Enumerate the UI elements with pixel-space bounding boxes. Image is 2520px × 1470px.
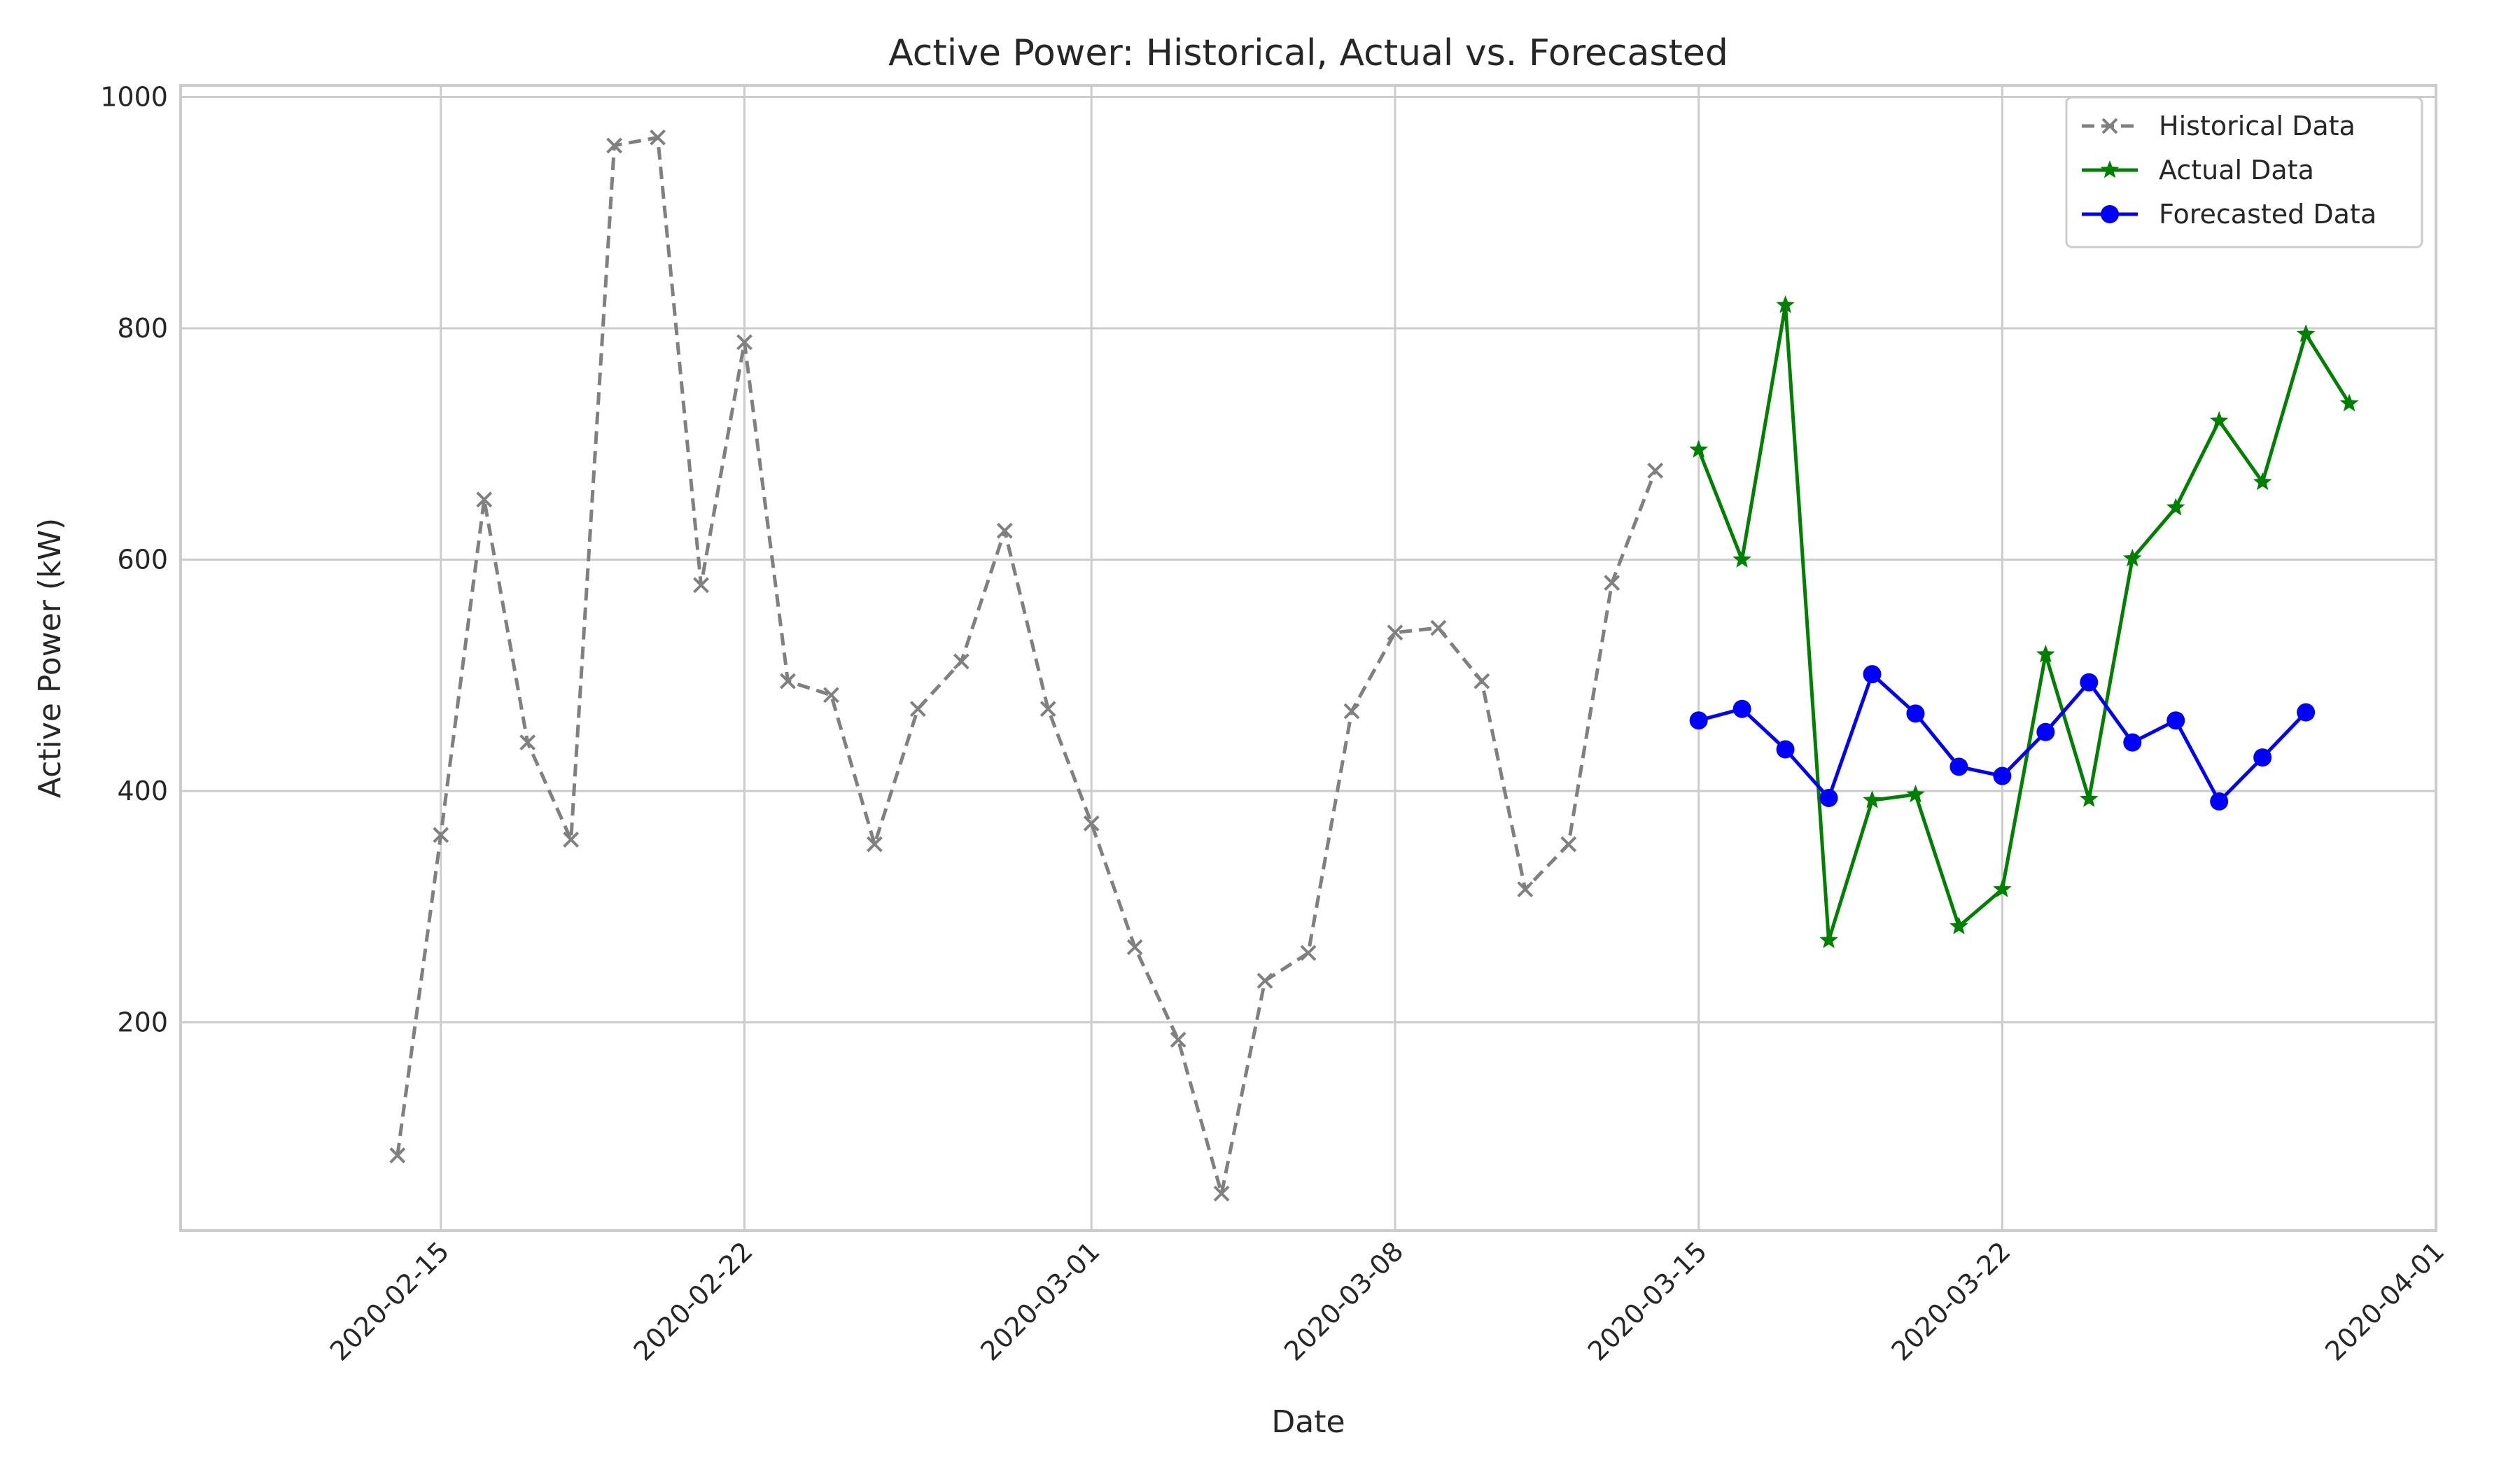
data-point [2123, 548, 2142, 567]
data-point [2297, 703, 2316, 722]
data-point [2123, 733, 2142, 752]
data-point [1993, 766, 2012, 785]
plot-frame [179, 84, 2437, 1232]
data-point [1474, 673, 1490, 690]
data-point [1819, 788, 1838, 807]
data-point [650, 129, 666, 146]
data-point [1560, 836, 1577, 853]
data-point [693, 577, 709, 594]
data-point [2036, 722, 2055, 741]
legend-label: Actual Data [2159, 155, 2314, 186]
legend-item: Historical Data [2082, 111, 2356, 141]
data-point [1126, 939, 1143, 955]
data-point [1732, 550, 1751, 568]
series-actual-data [1689, 295, 2359, 948]
data-point [1732, 699, 1751, 718]
y-tick-label: 1000 [100, 82, 168, 113]
data-point [736, 334, 752, 351]
data-point [866, 836, 883, 853]
data-point [1689, 711, 1708, 730]
y-tick-label: 200 [117, 1007, 168, 1038]
data-point [1776, 740, 1795, 759]
data-point [1256, 972, 1273, 989]
legend-item: Actual Data [2082, 155, 2314, 186]
data-point [823, 687, 839, 704]
y-axis-label: Active Power (kW) [32, 518, 68, 798]
legend-label: Historical Data [2159, 111, 2356, 141]
data-point [476, 491, 493, 508]
data-point [519, 734, 536, 751]
data-point [1387, 624, 1404, 641]
data-point [1906, 704, 1925, 723]
legend: Historical Data Actual Data Forecasted Dat… [2065, 96, 2423, 248]
series-historical-data [389, 129, 1664, 1202]
data-point [1863, 665, 1882, 684]
data-point [2166, 498, 2185, 516]
series-forecasted-data [1689, 665, 2316, 811]
y-tick-label: 400 [117, 776, 168, 806]
legend-box [2065, 96, 2423, 248]
data-point [2296, 324, 2316, 342]
chart-title: Active Power: Historical, Actual vs. For… [888, 32, 1728, 74]
data-point [389, 1147, 406, 1164]
data-point [1604, 575, 1620, 592]
data-point [2166, 711, 2185, 730]
data-point [1083, 815, 1100, 832]
data-point [2339, 393, 2359, 412]
data-point [1863, 790, 1882, 808]
data-point [996, 522, 1013, 539]
legend-marker [2101, 118, 2118, 134]
data-point [2080, 789, 2099, 807]
data-point [1949, 757, 1968, 776]
data-point [953, 653, 969, 670]
data-point [1040, 701, 1056, 718]
legend-item: Forecasted Data [2082, 199, 2376, 230]
data-point [1949, 916, 1968, 934]
y-tick-label: 800 [117, 313, 168, 344]
data-point [1430, 620, 1447, 636]
legend-marker [2101, 205, 2119, 223]
legend-label: Forecasted Data [2159, 199, 2376, 230]
data-point [1776, 295, 1795, 314]
series-line [1697, 303, 2351, 942]
data-point [1300, 944, 1317, 961]
data-point [1819, 930, 1838, 948]
data-point [1689, 440, 1708, 458]
data-point [1517, 881, 1534, 897]
data-point [606, 137, 623, 154]
data-point [780, 673, 796, 690]
data-point [1213, 1185, 1230, 1202]
data-point [1906, 785, 1925, 803]
data-point [2036, 645, 2055, 663]
y-tick-label: 600 [117, 545, 168, 575]
data-point [2209, 411, 2229, 429]
data-point [2253, 472, 2272, 491]
data-point [1647, 462, 1664, 479]
data-point [909, 701, 926, 718]
grid [181, 85, 2437, 1231]
data-point [2253, 748, 2272, 767]
legend-marker [2100, 160, 2120, 178]
legend-items: Historical Data Actual Data Forecasted Dat… [2082, 111, 2376, 230]
series-line [396, 135, 1658, 1196]
data-point [1170, 1031, 1186, 1048]
data-point [2210, 792, 2229, 811]
data-point [2080, 673, 2099, 692]
data-point [433, 827, 449, 844]
x-axis-label: Date [1271, 1404, 1345, 1440]
series-layer [389, 129, 2359, 1202]
data-point [1343, 703, 1360, 720]
data-point [563, 832, 580, 848]
data-point [1993, 879, 2012, 897]
